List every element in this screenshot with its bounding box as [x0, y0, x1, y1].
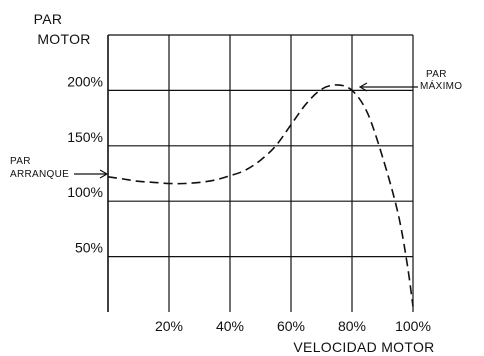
y-tick-label-50: 50%: [75, 240, 103, 256]
x-tick-label-40: 40%: [216, 318, 244, 334]
annotation-par-maximo-line-2: MÁXIMO: [420, 79, 462, 92]
x-tick-labels: 20% 40% 60% 80% 100%: [155, 318, 431, 334]
annotation-par-arranque-arrow: [74, 169, 109, 179]
x-axis-title: VELOCIDAD MOTOR: [293, 339, 434, 355]
grid: [108, 34, 414, 312]
annotation-par-maximo-line-1: PAR: [426, 69, 447, 80]
y-axis-title-line-1: PAR: [34, 11, 63, 27]
plot-area: [107, 84, 414, 307]
x-tick-label-60: 60%: [277, 318, 305, 334]
series-line-0: [107, 84, 414, 307]
annotation-par-maximo-arrow: [358, 82, 418, 92]
x-tick-label-80: 80%: [338, 318, 366, 334]
y-tick-label-150: 150%: [67, 129, 103, 145]
annotation-par-arranque-line-2: ARRANQUE: [10, 169, 69, 180]
y-axis-title-line-2: MOTOR: [37, 31, 90, 47]
annotation-par-arranque-line-1: PAR: [10, 156, 31, 167]
y-tick-label-100: 100%: [67, 184, 103, 200]
y-tick-labels: 50% 100% 150% 200%: [67, 73, 103, 255]
x-tick-label-100: 100%: [395, 318, 431, 334]
y-tick-label-200: 200%: [67, 73, 103, 89]
x-tick-label-20: 20%: [155, 318, 183, 334]
